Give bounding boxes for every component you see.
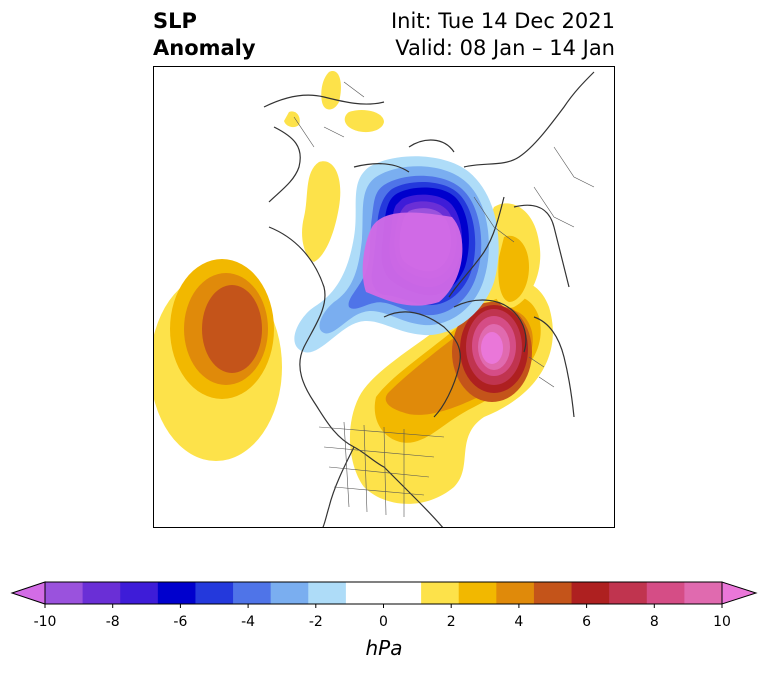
- colorbar-tick-label: -2: [308, 614, 323, 630]
- colorbar-segment: [82, 582, 121, 604]
- colorbar-segment: [45, 582, 84, 604]
- colorbar-segment: [270, 582, 309, 604]
- colorbar-segment: [157, 582, 196, 604]
- title-right: Init: Tue 14 Dec 2021 Valid: 08 Jan – 14…: [391, 8, 615, 62]
- colorbar-segment: [533, 582, 573, 604]
- colorbar-segment: [609, 582, 648, 604]
- political-borders: [293, 81, 595, 517]
- colorbar-units: hPa: [365, 636, 403, 660]
- colorbar-segment: [383, 582, 422, 604]
- colorbar-tick-label: -8: [105, 614, 120, 630]
- colorbar-extend-max: [721, 581, 758, 605]
- init-time: Init: Tue 14 Dec 2021: [390, 9, 615, 33]
- colorbar-segment: [571, 582, 610, 604]
- pacific-high-anomaly: [154, 259, 282, 461]
- colorbar-segment: [496, 582, 535, 604]
- anomaly-map: [154, 67, 614, 527]
- coastlines: [263, 71, 595, 527]
- variable-sublabel: Anomaly: [153, 36, 256, 60]
- colorbar-segment: [458, 582, 497, 604]
- colorbar-segment: [646, 582, 685, 604]
- colorbar-extend-min: [10, 581, 46, 605]
- valid-period: Valid: 08 Jan – 14 Jan: [395, 36, 615, 60]
- colorbar-segment: [421, 582, 460, 604]
- title-left: SLP Anomaly: [153, 8, 256, 62]
- map-panel: [153, 66, 615, 528]
- colorbar-tick-label: 0: [379, 614, 388, 630]
- eurasia-positive-strip: [284, 71, 541, 308]
- colorbar: [10, 581, 758, 608]
- atlantic-high-anomaly: [349, 280, 553, 504]
- colorbar-tick-label: 4: [514, 614, 524, 630]
- colorbar-segment: [308, 582, 347, 604]
- colorbar-tick-label: -4: [241, 614, 256, 630]
- colorbar-tick-label: -6: [173, 614, 188, 630]
- colorbar-tick-label: 6: [582, 614, 592, 630]
- variable-label: SLP: [153, 9, 197, 33]
- colorbar-segment: [345, 582, 384, 604]
- colorbar-tick-label: 8: [649, 614, 659, 630]
- colorbar-tick-label: -10: [33, 614, 57, 630]
- colorbar-segment: [120, 582, 159, 604]
- colorbar-segment: [684, 582, 723, 604]
- colorbar-segment: [233, 582, 272, 604]
- colorbar-tick-label: 2: [446, 614, 456, 630]
- colorbar-segment: [195, 582, 234, 604]
- arctic-low-anomaly: [294, 156, 499, 353]
- colorbar-tick-label: 10: [713, 614, 731, 630]
